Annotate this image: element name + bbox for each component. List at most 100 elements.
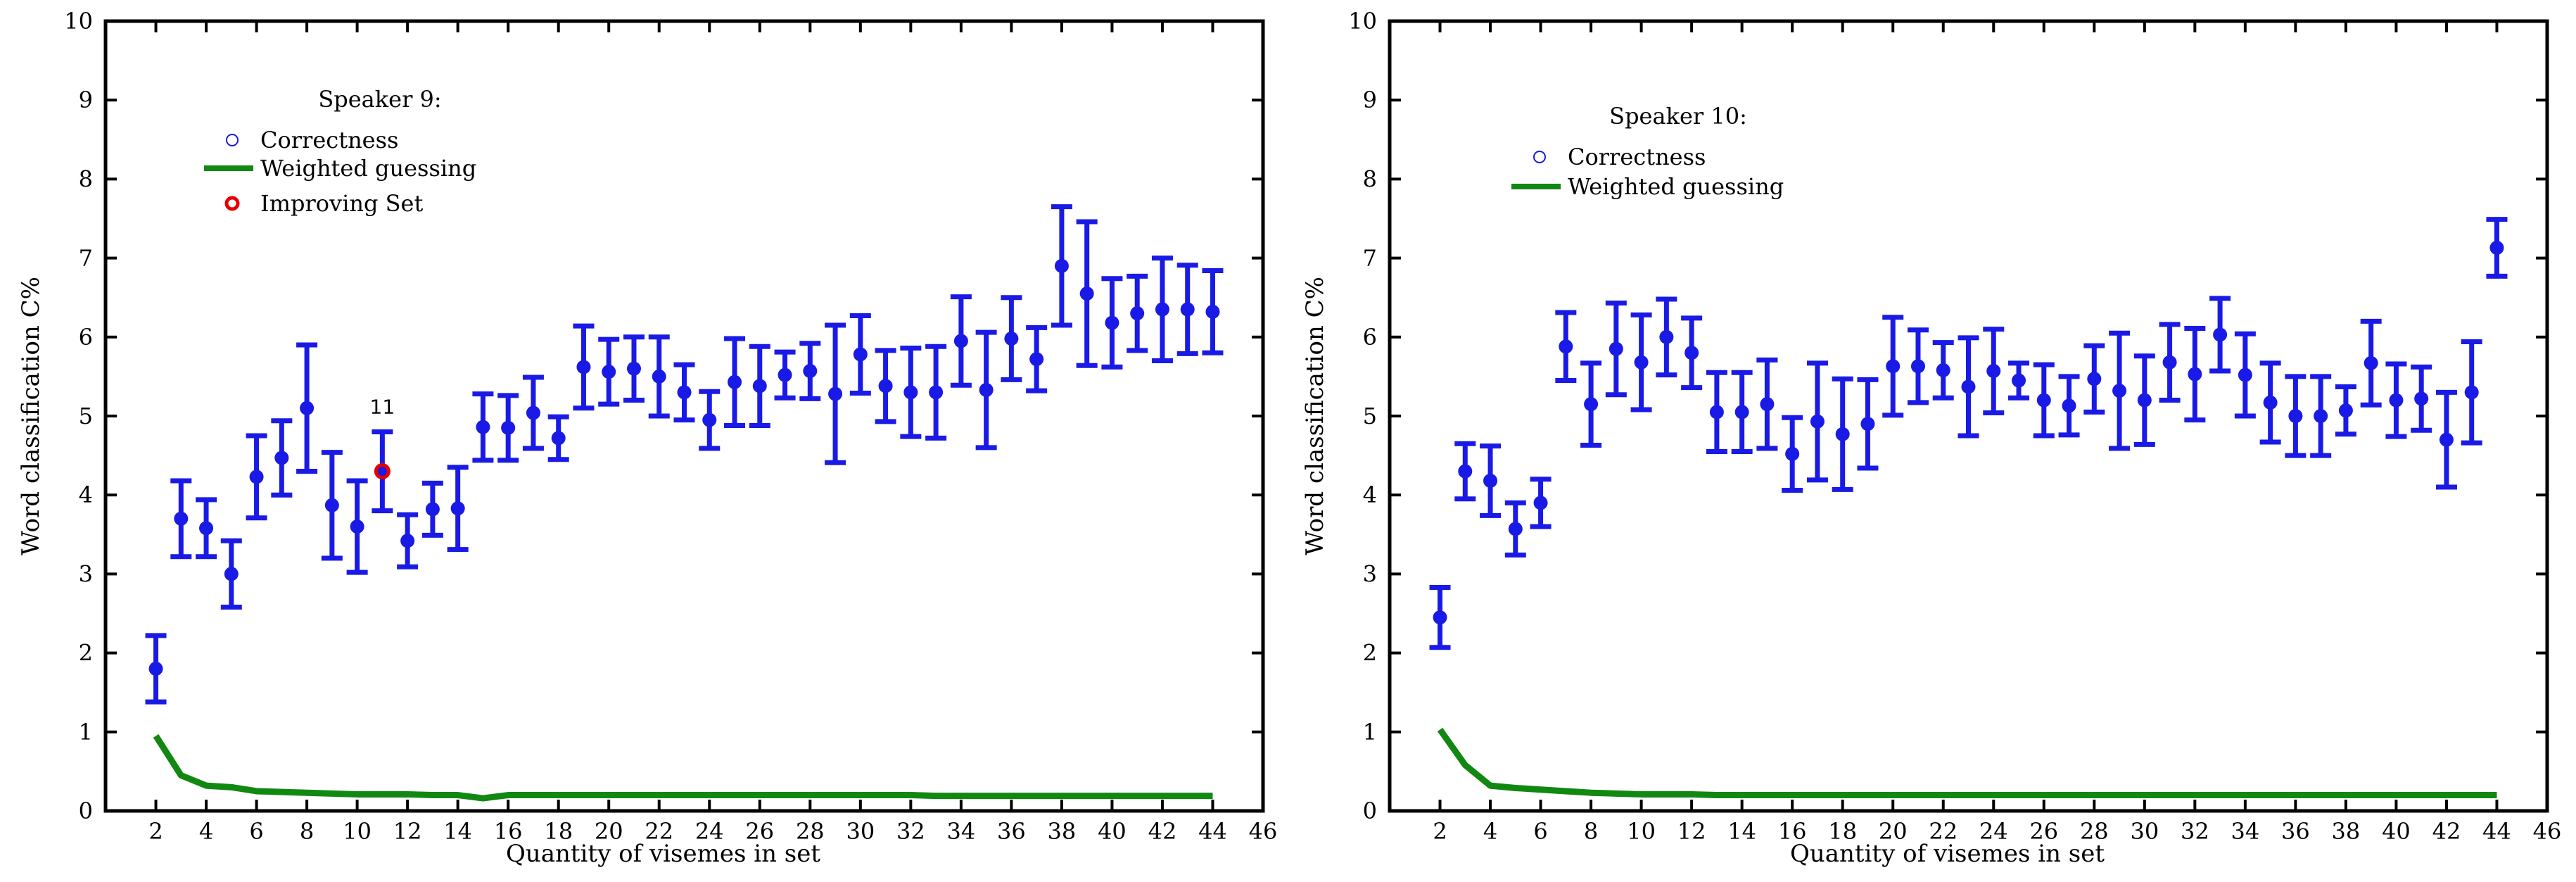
legend-label-guessing: Weighted guessing xyxy=(260,155,476,182)
correctness-point xyxy=(728,374,742,389)
correctness-point xyxy=(828,386,843,401)
correctness-point xyxy=(752,379,767,393)
correctness-point xyxy=(1054,258,1069,273)
y-tick-label: 6 xyxy=(79,324,93,351)
correctness-point xyxy=(576,360,591,374)
improving-set-annotation: 11 xyxy=(370,395,395,418)
y-tick-label: 5 xyxy=(79,403,93,429)
correctness-point xyxy=(602,365,616,379)
y-tick-label: 8 xyxy=(79,165,93,192)
x-tick-label: 44 xyxy=(2482,818,2511,845)
correctness-point xyxy=(1634,355,1649,370)
x-tick-label: 26 xyxy=(2029,818,2058,845)
correctness-point xyxy=(551,431,566,446)
correctness-point xyxy=(1433,610,1447,625)
x-tick-label: 8 xyxy=(300,818,314,845)
correctness-point xyxy=(1559,339,1573,354)
improving-set-point xyxy=(374,463,391,480)
x-tick-label: 4 xyxy=(199,818,213,845)
x-tick-label: 20 xyxy=(595,818,623,845)
correctness-point xyxy=(1105,315,1119,330)
correctness-point xyxy=(2087,372,2102,386)
correctness-point xyxy=(526,405,540,420)
correctness-point xyxy=(1659,329,1674,344)
legend-label-improving: Improving Set xyxy=(260,190,423,217)
chart-title: Speaker 9: xyxy=(318,86,441,113)
x-tick-label: 16 xyxy=(494,818,523,845)
x-tick-label: 24 xyxy=(695,818,724,845)
x-tick-label: 6 xyxy=(249,818,263,845)
correctness-point xyxy=(2338,403,2353,418)
correctness-point xyxy=(400,534,415,548)
correctness-point xyxy=(2012,373,2026,388)
correctness-point xyxy=(1986,364,2001,379)
y-tick-label: 8 xyxy=(1363,165,1377,192)
correctness-point xyxy=(1483,474,1498,489)
y-tick-label: 2 xyxy=(1363,640,1377,667)
correctness-point xyxy=(1835,427,1850,441)
x-tick-label: 32 xyxy=(896,818,925,845)
correctness-point xyxy=(1533,496,1548,510)
legend-label-correctness: Correctness xyxy=(1568,144,1706,170)
correctness-point xyxy=(1205,304,1220,319)
legend-label-guessing: Weighted guessing xyxy=(1568,173,1784,200)
y-tick-label: 1 xyxy=(79,719,93,745)
y-tick-label: 2 xyxy=(79,640,93,667)
x-tick-label: 38 xyxy=(1048,818,1077,845)
x-tick-label: 46 xyxy=(1249,818,1278,845)
correctness-point xyxy=(2489,241,2504,256)
correctness-point xyxy=(1734,405,1749,420)
correctness-point xyxy=(2288,409,2303,423)
correctness-point xyxy=(2213,327,2228,342)
x-tick-label: 12 xyxy=(393,818,422,845)
correctness-point xyxy=(1709,405,1724,420)
weighted-guessing-line xyxy=(1437,727,2497,799)
x-tick-label: 8 xyxy=(1584,818,1598,845)
y-tick-label: 3 xyxy=(1363,560,1377,587)
correctness-point xyxy=(1785,446,1800,461)
legend-marker-improving xyxy=(224,196,240,211)
correctness-point xyxy=(2464,385,2479,400)
correctness-point xyxy=(300,401,315,415)
x-tick-label: 30 xyxy=(2130,818,2159,845)
correctness-point xyxy=(2188,367,2202,382)
correctness-point xyxy=(2062,398,2076,413)
y-axis-label: Word classification C% xyxy=(17,277,45,555)
x-tick-label: 34 xyxy=(2231,818,2260,845)
correctness-point xyxy=(1584,397,1599,412)
correctness-point xyxy=(1760,397,1775,412)
correctness-point xyxy=(249,470,264,484)
correctness-point xyxy=(1961,379,1976,394)
correctness-point xyxy=(1810,414,1825,429)
correctness-point xyxy=(1886,359,1901,374)
x-tick-label: 32 xyxy=(2181,818,2209,845)
correctness-point xyxy=(2414,391,2429,406)
chart-title: Speaker 10: xyxy=(1609,103,1747,130)
correctness-point xyxy=(224,567,239,581)
correctness-point xyxy=(1936,363,1950,377)
correctness-point xyxy=(350,519,364,534)
y-tick-label: 9 xyxy=(1363,87,1377,113)
correctness-point xyxy=(2389,393,2404,408)
x-tick-label: 16 xyxy=(1778,818,1807,845)
x-tick-label: 34 xyxy=(947,818,976,845)
correctness-point xyxy=(2238,367,2252,382)
legend-label-correctness: Correctness xyxy=(260,127,398,153)
x-tick-label: 42 xyxy=(1148,818,1177,845)
correctness-point xyxy=(450,501,465,516)
x-tick-label: 6 xyxy=(1533,818,1547,845)
y-tick-label: 4 xyxy=(79,481,93,508)
correctness-point xyxy=(903,385,918,400)
correctness-point xyxy=(2314,409,2328,423)
correctness-point xyxy=(979,382,994,397)
x-tick-label: 30 xyxy=(846,818,875,845)
correctness-point xyxy=(274,451,289,465)
x-tick-label: 12 xyxy=(1677,818,1706,845)
correctness-point xyxy=(929,385,944,400)
correctness-point xyxy=(1910,359,1925,374)
x-tick-label: 38 xyxy=(2332,818,2361,845)
x-tick-label: 22 xyxy=(1929,818,1958,845)
correctness-point xyxy=(2439,432,2454,447)
correctness-point xyxy=(626,361,641,376)
